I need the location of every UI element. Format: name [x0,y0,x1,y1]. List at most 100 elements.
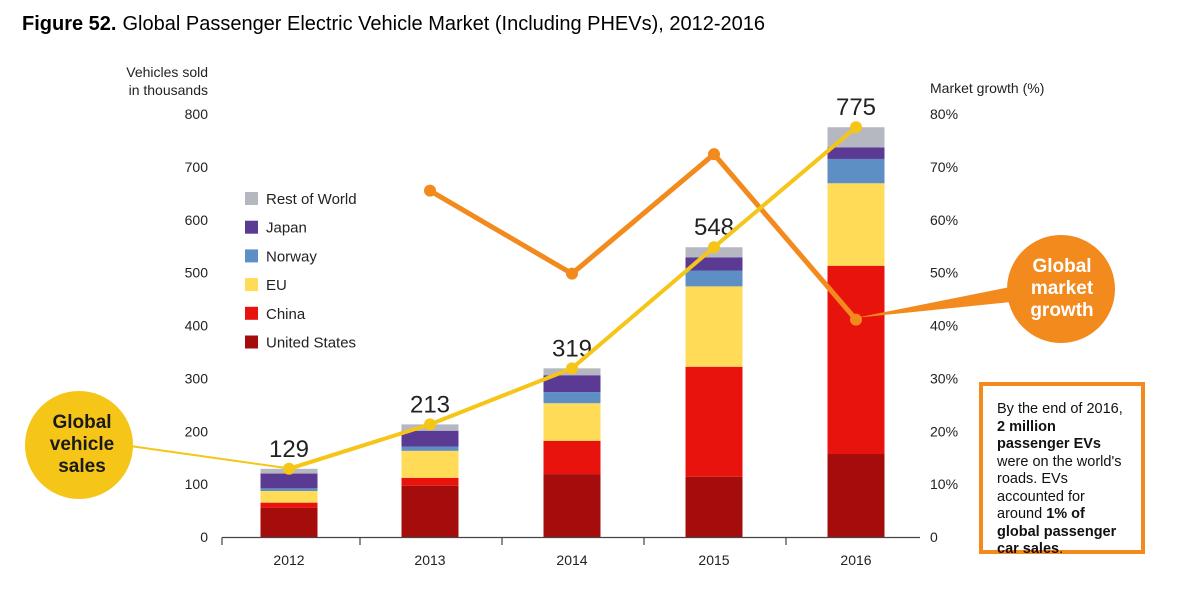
figure-number: Figure 52. [22,13,116,35]
bar-segment-united-states-2013 [401,485,459,537]
y-left-tick-label: 300 [185,370,209,386]
x-tick-label: 2012 [273,552,304,568]
bar-segment-japan-2014 [543,375,601,393]
x-axis-ticks [221,537,787,545]
sales-point [850,121,862,134]
sales-callout-line2: vehicle [50,434,114,455]
note-text-3: . [1059,541,1064,557]
bar-segment-japan-2012 [260,473,318,489]
y-right-tick-label: 60% [930,212,958,228]
legend-swatch-rest-of-world [245,192,258,205]
bar-segment-rest-of-world-2016 [827,127,885,148]
sales-point [566,362,578,375]
legend-swatch-eu [245,278,258,292]
y-left-tick-label: 100 [185,476,209,492]
y-right-tick-label: 20% [930,423,958,439]
sales-point [424,418,436,431]
y-left-tick-label: 200 [185,423,209,439]
sales-callout: Global vehicle sales [25,391,133,499]
y-right-tick-label: 40% [930,318,958,334]
sales-callout-connector [129,445,287,469]
sales-callout-line1: Global [52,412,111,433]
bar-segment-norway-2016 [827,158,885,184]
y-left-tick-label: 700 [185,159,209,175]
x-tick-label: 2015 [698,552,729,568]
bar-segment-eu-2015 [685,286,743,367]
y-left-axis-label-line1: Vehicles sold [126,64,208,80]
growth-callout-line3: growth [1030,300,1093,321]
bar-segment-eu-2016 [827,183,885,266]
sales-callout-line3: sales [58,456,106,477]
bar-segment-china-2012 [260,502,318,508]
x-tick-label: 2016 [840,552,871,568]
x-tick-label: 2013 [414,552,445,568]
note-text-1: By the end of 2016, [997,401,1123,417]
bar-segment-china-2015 [685,366,743,477]
legend-label-norway: Norway [266,248,317,265]
y-right-tick-label: 80% [930,106,958,122]
y-right-tick-label: 10% [930,476,958,492]
y-left-tick-label: 600 [185,212,209,228]
growth-callout: Global market growth [1007,235,1115,343]
growth-point [850,313,862,326]
bar-segment-norway-2012 [260,488,318,491]
bar-segment-norway-2013 [401,446,459,451]
y-right-axis-label: Market growth (%) [930,80,1044,96]
x-tick-label: 2014 [556,552,587,568]
growth-line-series [424,148,862,326]
bar-segment-japan-2013 [401,430,459,447]
legend-swatch-china [245,306,258,320]
y-left-axis-label-line2: in thousands [129,82,208,98]
legend-swatch-japan [245,220,258,234]
bar-segment-china-2013 [401,477,459,486]
y-left-tick-labels: 0 100 200 300 400 500 600 700 800 [185,106,209,545]
legend-label-rest-of-world: Rest of World [266,191,357,208]
stacked-bars [260,127,885,537]
bar-segment-united-states-2016 [827,453,885,537]
legend: Rest of World Japan Norway EU China United St… [245,191,357,352]
growth-point [566,267,578,280]
bar-segment-eu-2012 [260,490,318,503]
growth-callout-connector [855,283,1030,318]
x-tick-labels: 2012 2013 2014 2015 2016 [273,552,871,568]
y-right-tick-label: 0 [930,529,938,545]
bar-segment-united-states-2012 [260,507,318,537]
bar-segment-united-states-2014 [543,474,601,537]
y-left-tick-label: 0 [200,529,208,545]
growth-line [428,151,858,322]
y-left-tick-label: 400 [185,318,209,334]
y-left-tick-label: 500 [185,265,209,281]
bar-total-label: 129 [269,436,309,463]
y-right-tick-label: 30% [930,370,958,386]
bar-segment-japan-2016 [827,147,885,159]
note-text-2: were on the world's roads. EVs accounted… [997,453,1122,523]
sales-line-series [283,121,862,475]
legend-swatch-norway [245,249,258,263]
sales-point [708,241,720,254]
bar-segment-norway-2014 [543,392,601,404]
bar-total-label: 775 [836,94,876,121]
note-bold-2: 1% of global passenger car sales [997,506,1117,557]
legend-label-united-states: United States [266,335,356,352]
growth-point [708,148,720,161]
y-right-tick-label: 70% [930,159,958,175]
growth-callout-line1: Global [1032,256,1091,277]
legend-swatch-united-states [245,335,258,349]
legend-label-eu: EU [266,277,287,294]
growth-callout-bubble [1007,235,1115,343]
y-right-tick-labels: 0 10% 20% 30% 40% 50% 60% 70% 80% [930,106,958,545]
growth-callout-line2: market [1031,278,1094,299]
bar-segment-china-2014 [543,440,601,475]
figure-title: Figure 52. Global Passenger Electric Vehi… [22,13,765,35]
bar-segment-eu-2014 [543,403,601,441]
bar-segment-norway-2015 [685,270,743,287]
note-bold-1: 2 million passenger EVs [997,418,1101,453]
bar-segment-eu-2013 [401,450,459,478]
note-box: By the end of 2016, 2 million passenger … [979,382,1145,557]
legend-label-china: China [266,306,306,323]
bar-total-label: 213 [410,391,450,418]
sales-point [283,462,295,475]
y-right-tick-label: 50% [930,265,958,281]
sales-callout-bubble [25,391,133,499]
